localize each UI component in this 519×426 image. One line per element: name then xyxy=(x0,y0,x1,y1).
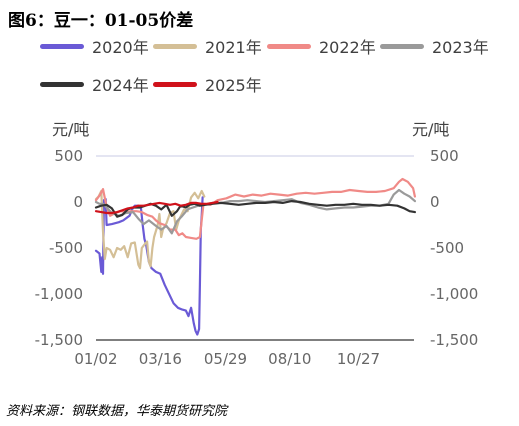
series-layer xyxy=(94,177,416,336)
series-line-2025 xyxy=(94,200,219,215)
legend-item-2025: 2025年 xyxy=(153,72,262,96)
source-note: 资料来源：钢联数据，华泰期货研究院 xyxy=(6,404,228,419)
legend-label-2020: 2020年 xyxy=(92,38,149,57)
legend-swatch-2020 xyxy=(40,43,84,49)
legend-swatch-2025 xyxy=(153,81,197,87)
y-axis-unit-left: 元/吨 xyxy=(52,120,90,139)
y-tick-label-left: -1,000 xyxy=(35,285,83,303)
legend-swatch-2022 xyxy=(267,43,311,49)
x-tick-label: 03/16 xyxy=(139,350,182,368)
x-tick-label: 01/02 xyxy=(74,350,117,368)
legend-label-2022: 2022年 xyxy=(319,38,376,57)
x-axis: 01/02 03/16 05/29 08/10 10/27 xyxy=(74,155,414,368)
legend-item-2023: 2023年 xyxy=(380,34,489,58)
series-line-2024 xyxy=(94,200,416,218)
series-line-2023 xyxy=(94,188,416,235)
y-tick-label-right: 500 xyxy=(430,147,459,165)
y-tick-label-left: -500 xyxy=(49,239,83,257)
y-tick-label-right: -1,000 xyxy=(430,285,478,303)
y-axis-right: 500 0 -500 -1,000 -1,500 xyxy=(430,147,478,349)
x-tick-label: 05/29 xyxy=(204,350,247,368)
y-tick-label-right: -1,500 xyxy=(430,331,478,349)
y-tick-label-left: 500 xyxy=(54,147,83,165)
legend-item-2024: 2024年 xyxy=(40,72,149,96)
y-axis-left: 500 0 -500 -1,000 -1,500 xyxy=(35,147,83,349)
x-tick-label: 08/10 xyxy=(268,350,311,368)
legend-swatch-2024 xyxy=(40,81,84,87)
legend-item-2021: 2021年 xyxy=(153,34,262,58)
y-tick-label-right: -500 xyxy=(430,239,464,257)
legend-label-2023: 2023年 xyxy=(432,38,489,57)
legend-swatch-2021 xyxy=(153,43,197,49)
series-line-2021 xyxy=(94,189,206,270)
legend-item-2022: 2022年 xyxy=(267,34,376,58)
legend-label-2025: 2025年 xyxy=(205,76,262,95)
figure-title: 图6：豆一：01-05价差 xyxy=(8,11,194,31)
y-tick-label-right: 0 xyxy=(430,193,440,211)
legend-label-2024: 2024年 xyxy=(92,76,149,95)
x-tick-label: 10/27 xyxy=(337,350,380,368)
y-tick-label-left: -1,500 xyxy=(35,331,83,349)
legend-swatch-2023 xyxy=(380,43,424,49)
y-axis-unit-right: 元/吨 xyxy=(412,120,450,139)
legend-item-2020: 2020年 xyxy=(40,34,149,58)
legend-label-2021: 2021年 xyxy=(205,38,262,57)
y-tick-label-left: 0 xyxy=(73,193,83,211)
